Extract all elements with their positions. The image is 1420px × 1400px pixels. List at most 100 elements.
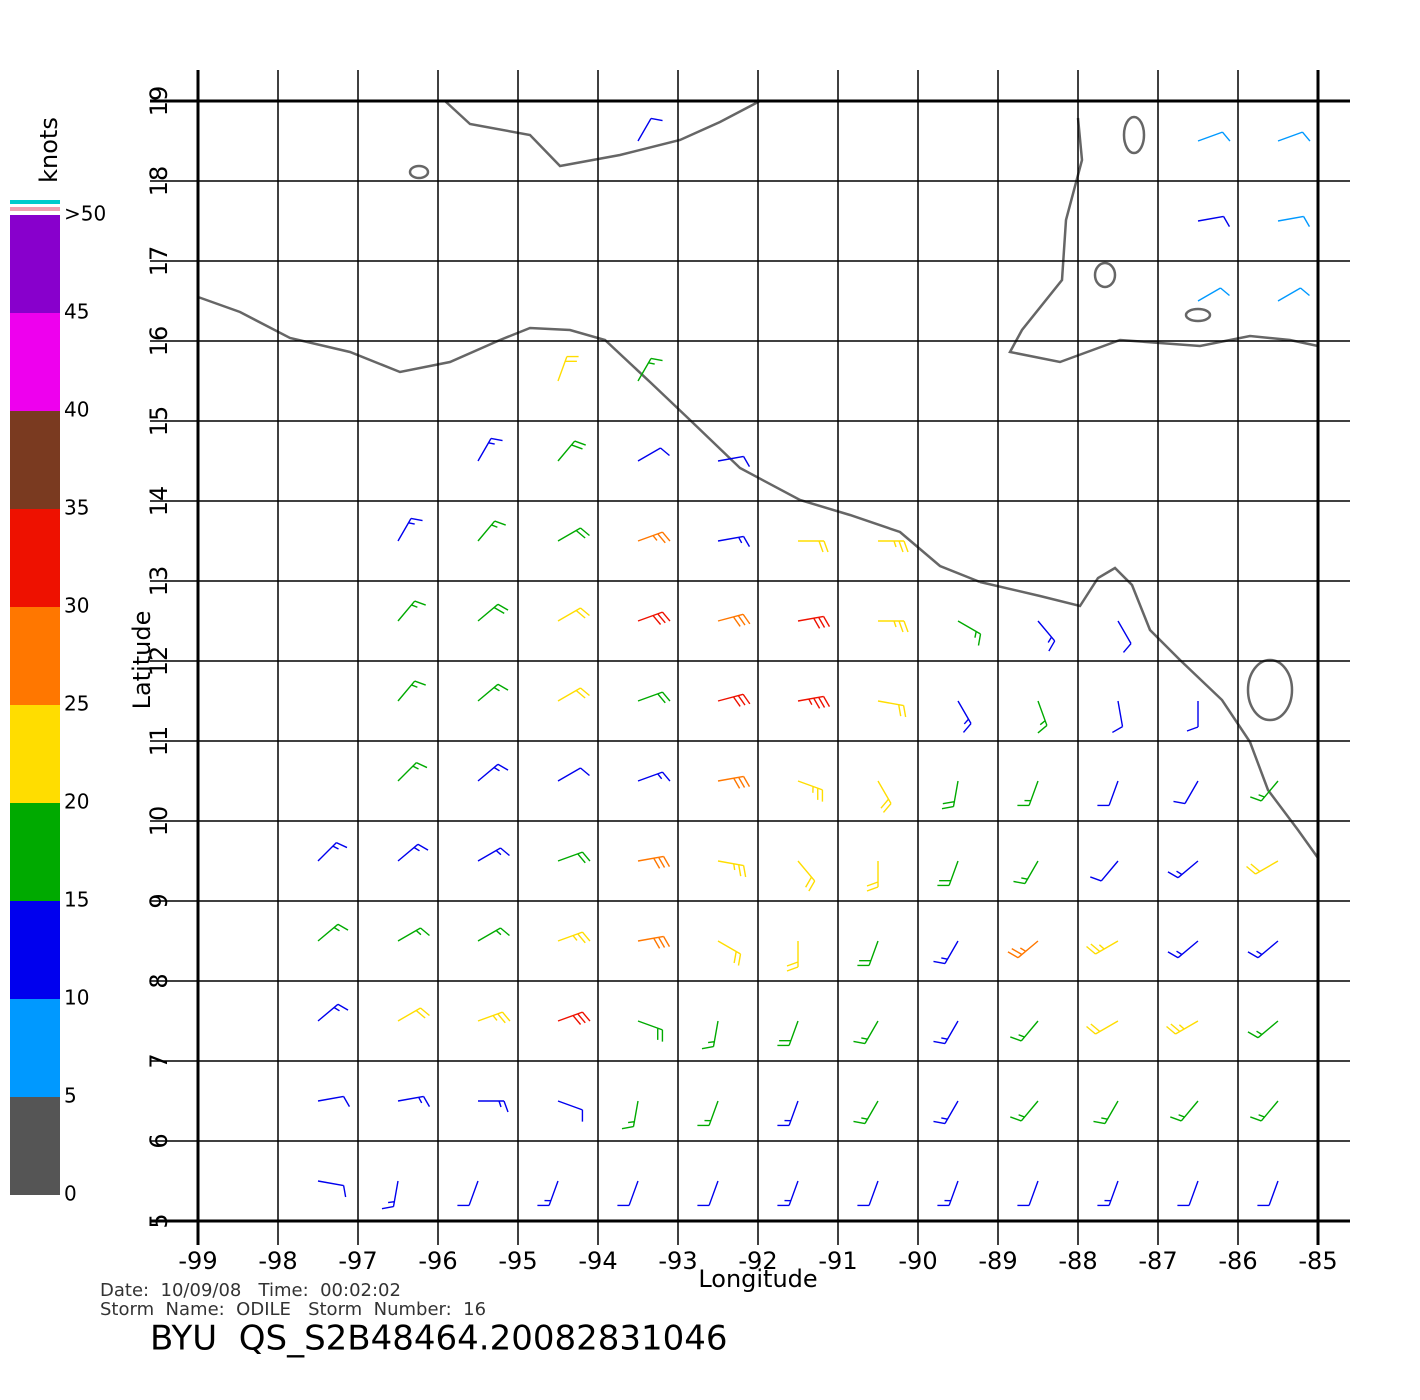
wind-barb bbox=[933, 940, 959, 965]
wind-barb bbox=[878, 620, 909, 633]
wind-barb bbox=[1197, 287, 1230, 302]
wind-barb bbox=[317, 841, 348, 862]
wind-barb bbox=[637, 855, 671, 869]
coast-yucatan bbox=[1008, 117, 1319, 364]
wind-barb bbox=[397, 761, 428, 782]
wind-barb bbox=[1197, 131, 1231, 142]
colorbar-tick-label: 5 bbox=[64, 1084, 77, 1108]
wind-barb bbox=[557, 527, 590, 542]
wind-barb bbox=[697, 1100, 719, 1127]
coast-central-america bbox=[979, 566, 1320, 859]
colorbar-tick-label: 15 bbox=[64, 888, 89, 912]
wind-barb bbox=[1086, 1020, 1119, 1035]
storm-line: Storm Name: ODILE Storm Number: 16 bbox=[100, 1299, 486, 1320]
wind-barb bbox=[777, 1180, 799, 1207]
wind-barb bbox=[1247, 1020, 1279, 1039]
wind-barb bbox=[477, 763, 509, 782]
wind-barb bbox=[857, 940, 879, 967]
colorbar-cap bbox=[10, 207, 60, 211]
y-tick-label: 15 bbox=[145, 406, 173, 437]
wind-barb bbox=[557, 440, 586, 462]
colorbar-segment bbox=[10, 1097, 60, 1195]
wind-barb bbox=[477, 683, 509, 702]
y-tick-label: 14 bbox=[145, 486, 173, 517]
wind-barb bbox=[1177, 1180, 1199, 1207]
x-tick-label: -92 bbox=[738, 1247, 777, 1275]
wind-barb bbox=[1170, 1100, 1199, 1122]
x-tick-label: -97 bbox=[338, 1247, 377, 1275]
wind-barb bbox=[1277, 215, 1311, 227]
island bbox=[1122, 115, 1146, 155]
wind-barb bbox=[933, 1100, 959, 1125]
wind-barb bbox=[1017, 1180, 1039, 1207]
colorbar-tick-label: 20 bbox=[64, 790, 89, 814]
x-tick-label: -86 bbox=[1218, 1247, 1257, 1275]
wind-barb bbox=[1167, 860, 1199, 879]
x-tick-label: -99 bbox=[178, 1247, 217, 1275]
wind-barb bbox=[637, 357, 663, 382]
x-tick-label: -94 bbox=[578, 1247, 617, 1275]
wind-barb bbox=[397, 600, 426, 622]
wind-barb bbox=[397, 1007, 430, 1022]
y-tick-label: 8 bbox=[145, 973, 173, 988]
wind-barb bbox=[637, 117, 663, 142]
wind-barb bbox=[717, 775, 751, 789]
wind-barb bbox=[557, 931, 591, 944]
wind-barb bbox=[1010, 1100, 1039, 1122]
wind-barb bbox=[878, 540, 909, 553]
wind-barb bbox=[1173, 780, 1199, 805]
wind-barb bbox=[937, 860, 959, 887]
wind-barb bbox=[797, 695, 831, 709]
x-tick-label: -93 bbox=[658, 1247, 697, 1275]
wind-barb bbox=[1037, 700, 1048, 734]
x-tick-label: -90 bbox=[898, 1247, 937, 1275]
wind-barb bbox=[637, 531, 671, 544]
wind-barb bbox=[797, 615, 831, 629]
wind-barb bbox=[397, 1095, 431, 1107]
colorbar-tick-label: 0 bbox=[64, 1182, 77, 1206]
wind-barb bbox=[557, 607, 590, 622]
colorbar-tick-label: 35 bbox=[64, 496, 89, 520]
wind-barb bbox=[637, 935, 671, 949]
x-tick-label: -91 bbox=[818, 1247, 857, 1275]
wind-barb bbox=[397, 680, 426, 702]
wind-barb bbox=[1246, 860, 1279, 875]
wind-barb bbox=[1257, 1180, 1279, 1207]
colorbar-label: knots bbox=[35, 117, 63, 183]
wind-barb bbox=[1247, 940, 1279, 959]
y-tick-label: 5 bbox=[145, 1213, 173, 1228]
wind-barb bbox=[853, 1020, 879, 1045]
wind-barb bbox=[717, 613, 751, 627]
coast-gulf bbox=[444, 99, 761, 168]
island bbox=[1184, 307, 1212, 323]
wind-barb bbox=[717, 535, 751, 547]
wind-barb bbox=[1093, 1100, 1119, 1125]
wind-barb bbox=[1277, 131, 1311, 142]
wind-barb bbox=[1097, 1180, 1119, 1207]
wind-barb bbox=[877, 700, 907, 718]
wind-barb bbox=[477, 520, 506, 542]
colorbar-tick-label: 30 bbox=[64, 594, 89, 618]
wind-barb bbox=[557, 355, 579, 382]
wind-barb bbox=[717, 693, 751, 707]
wind-barb bbox=[397, 517, 423, 542]
wind-barb bbox=[477, 1011, 511, 1024]
wind-barb bbox=[397, 927, 430, 942]
wind-barb bbox=[1167, 940, 1199, 959]
x-tick-label: -85 bbox=[1298, 1247, 1337, 1275]
y-tick-label: 12 bbox=[145, 646, 173, 677]
colorbar-segment bbox=[10, 215, 60, 313]
wind-barb bbox=[937, 1180, 959, 1207]
colorbar-cap bbox=[10, 200, 60, 204]
y-tick-label: 13 bbox=[145, 566, 173, 597]
wind-barb bbox=[1186, 701, 1199, 732]
wind-barb bbox=[557, 687, 590, 702]
y-tick-label: 11 bbox=[145, 726, 173, 757]
colorbar-segment bbox=[10, 607, 60, 705]
wind-barb bbox=[797, 780, 824, 802]
y-tick-label: 10 bbox=[145, 806, 173, 837]
colorbar-segment bbox=[10, 411, 60, 509]
wind-barb bbox=[317, 1095, 351, 1107]
wind-barb bbox=[717, 860, 747, 878]
y-tick-label: 9 bbox=[145, 893, 173, 908]
